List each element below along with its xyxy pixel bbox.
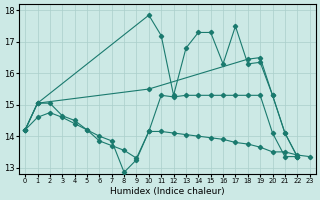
X-axis label: Humidex (Indice chaleur): Humidex (Indice chaleur) bbox=[110, 187, 225, 196]
